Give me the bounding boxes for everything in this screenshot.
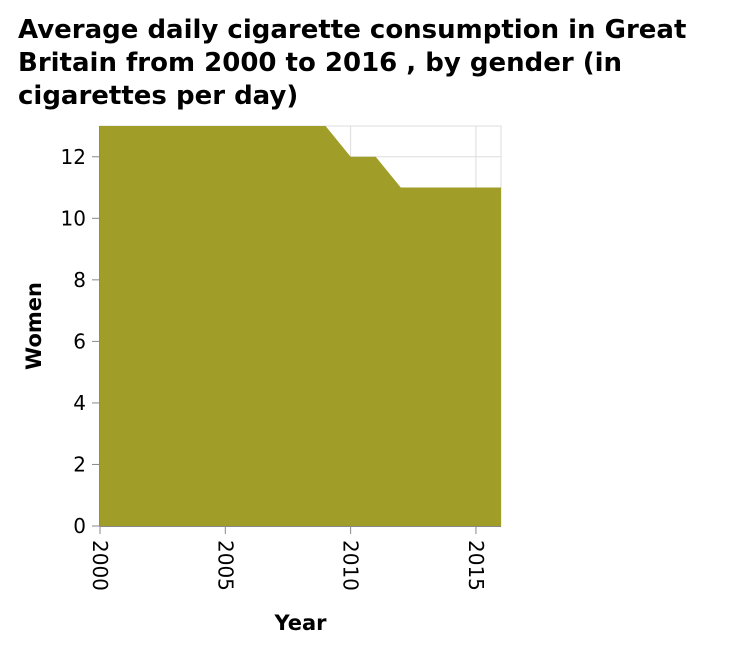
x-tick-label: 2010	[339, 540, 363, 591]
x-axis-title: Year	[273, 611, 327, 635]
y-axis-ticks: 0 2 4 6 8 10 12	[61, 145, 100, 538]
area-series-women	[100, 126, 501, 526]
x-tick-label: 2005	[213, 540, 237, 591]
y-tick-label: 10	[61, 206, 86, 230]
y-tick-label: 8	[73, 268, 86, 292]
y-tick-label: 6	[73, 329, 86, 353]
x-tick-label: 2000	[88, 540, 112, 591]
y-tick-label: 2	[73, 452, 86, 476]
x-tick-label: 2015	[464, 540, 488, 591]
y-tick-label: 4	[73, 391, 86, 415]
y-tick-label: 0	[73, 514, 86, 538]
x-axis-ticks: 2000 2005 2010 2015	[88, 526, 488, 591]
axes	[99, 126, 501, 527]
y-axis-title: Women	[22, 282, 46, 370]
chart-title: Average daily cigarette consumption in G…	[18, 15, 687, 111]
y-tick-label: 12	[61, 145, 86, 169]
